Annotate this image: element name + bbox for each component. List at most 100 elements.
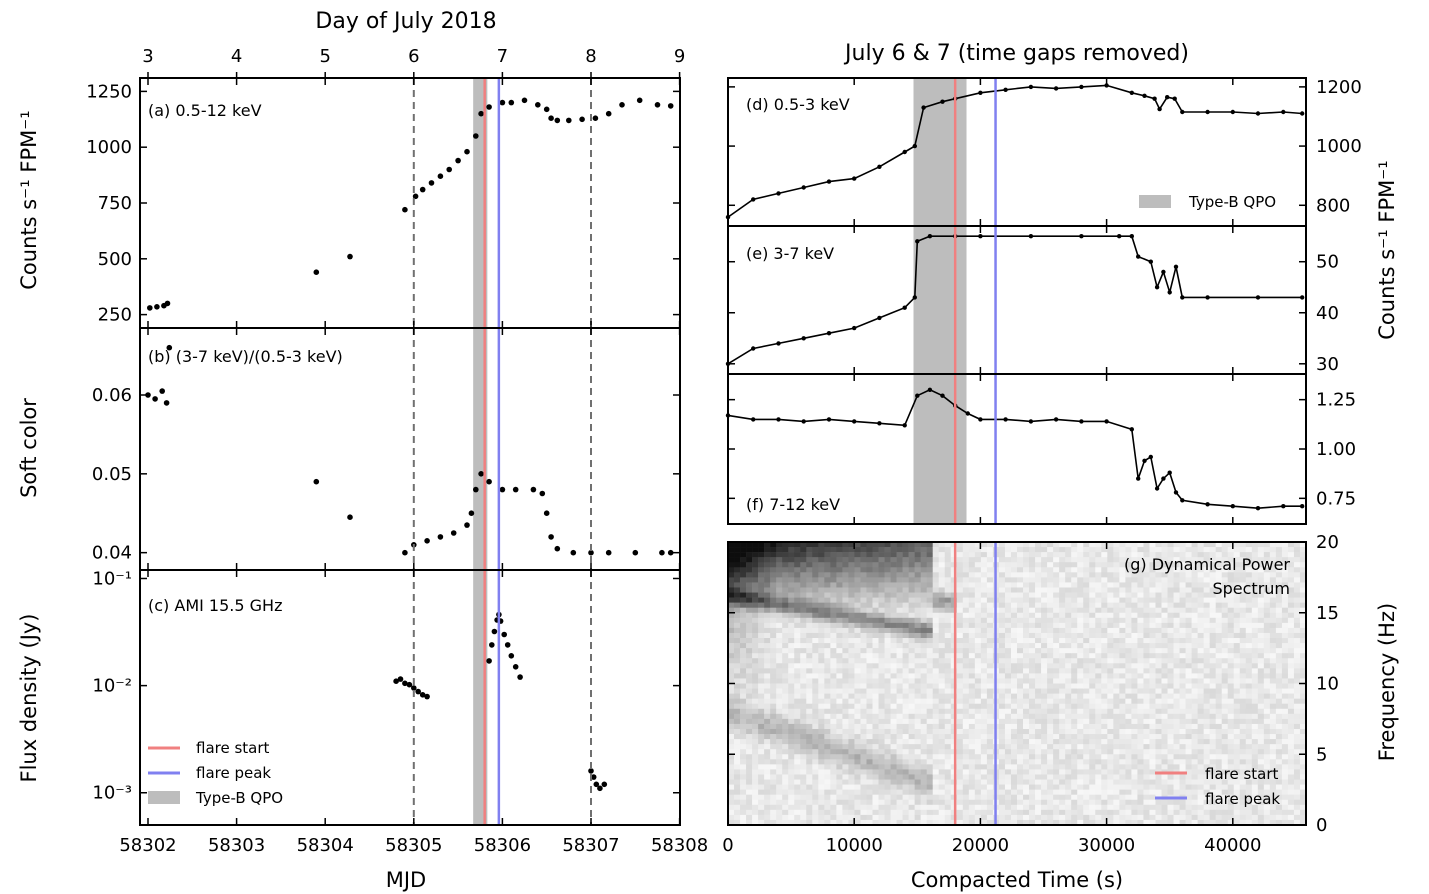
heatmap-cell bbox=[1143, 612, 1150, 619]
heatmap-cell bbox=[824, 557, 831, 563]
heatmap-cell bbox=[1107, 582, 1114, 588]
heatmap-cell bbox=[740, 734, 747, 740]
heatmap-cell bbox=[902, 567, 909, 573]
heatmap-cell bbox=[890, 582, 897, 588]
heatmap-cell bbox=[1209, 698, 1216, 705]
heatmap-cell bbox=[1101, 562, 1108, 568]
heatmap-cell bbox=[974, 713, 982, 720]
heatmap-cell bbox=[818, 814, 825, 821]
heatmap-cell bbox=[1029, 678, 1036, 684]
heatmap-cell bbox=[1113, 572, 1120, 578]
heatmap-cell bbox=[1257, 769, 1265, 775]
heatmap-cell bbox=[962, 673, 970, 679]
heatmap-cell bbox=[1131, 638, 1138, 644]
heatmap-cell bbox=[1227, 734, 1235, 740]
heatmap-cell bbox=[1041, 612, 1048, 619]
heatmap-cell bbox=[800, 552, 807, 558]
heatmap-cell bbox=[890, 648, 897, 654]
heatmap-cell bbox=[1149, 819, 1156, 826]
heatmap-cell bbox=[782, 688, 789, 694]
heatmap-cell bbox=[1023, 562, 1030, 568]
heatmap-cell bbox=[1065, 557, 1072, 563]
heatmap-cell bbox=[1239, 678, 1247, 684]
heatmap-cell bbox=[1023, 688, 1030, 694]
heatmap-cell bbox=[920, 718, 927, 725]
dynamical-power-spectrum-heatmap bbox=[728, 542, 1307, 826]
heatmap-cell bbox=[944, 673, 952, 679]
heatmap-cell bbox=[1041, 814, 1048, 821]
heatmap-cell bbox=[890, 744, 897, 750]
heatmap-cell bbox=[836, 754, 843, 760]
heatmap-cell bbox=[974, 582, 982, 588]
heatmap-cell bbox=[1004, 744, 1012, 750]
heatmap-cell bbox=[1203, 632, 1210, 639]
heatmap-cell bbox=[788, 643, 795, 649]
heatmap-cell bbox=[902, 683, 909, 689]
heatmap-cell bbox=[1047, 653, 1054, 659]
heatmap-cell bbox=[1035, 774, 1042, 780]
heatmap-cell bbox=[1257, 643, 1265, 649]
heatmap-cell bbox=[1041, 723, 1048, 730]
heatmap-cell bbox=[1179, 592, 1186, 598]
heatmap-cell bbox=[998, 739, 1006, 745]
heatmap-cell bbox=[1113, 804, 1120, 811]
heatmap-cell bbox=[1077, 754, 1084, 760]
heatmap-cell bbox=[770, 632, 777, 639]
heatmap-cell bbox=[866, 708, 873, 715]
heatmap-cell bbox=[980, 592, 988, 598]
heatmap-cell bbox=[1107, 547, 1114, 553]
heatmap-cell bbox=[908, 814, 915, 821]
heatmap-cell bbox=[740, 648, 747, 654]
heatmap-cell bbox=[806, 572, 813, 578]
heatmap-cell bbox=[1004, 592, 1012, 598]
heatmap-cell bbox=[1101, 567, 1108, 573]
heatmap-cell bbox=[890, 718, 897, 725]
heatmap-cell bbox=[728, 572, 735, 578]
heatmap-cell bbox=[752, 638, 759, 644]
heatmap-cell bbox=[896, 809, 903, 816]
heatmap-cell bbox=[974, 648, 982, 654]
heatmap-cell bbox=[1017, 708, 1024, 715]
heatmap-cell bbox=[824, 754, 831, 760]
heatmap-cell bbox=[794, 562, 801, 568]
heatmap-cell bbox=[764, 587, 771, 593]
heatmap-cell bbox=[1101, 744, 1108, 750]
heatmap-cell bbox=[866, 673, 873, 679]
heatmap-cell bbox=[1107, 708, 1114, 715]
heatmap-cell bbox=[860, 622, 867, 629]
heatmap-cell bbox=[1095, 582, 1102, 588]
heatmap-cell bbox=[734, 764, 741, 770]
heatmap-cell bbox=[1010, 774, 1018, 780]
heatmap-cell bbox=[932, 734, 940, 740]
heatmap-cell bbox=[740, 708, 747, 715]
heatmap-cell bbox=[770, 582, 777, 588]
heatmap-cell bbox=[1257, 567, 1265, 573]
heatmap-cell bbox=[1251, 643, 1259, 649]
heatmap-cell bbox=[1089, 643, 1096, 649]
heatmap-cell bbox=[800, 643, 807, 649]
heatmap-cell bbox=[980, 632, 988, 639]
heatmap-cell bbox=[848, 754, 855, 760]
heatmap-cell bbox=[794, 718, 801, 725]
heatmap-cell bbox=[1101, 663, 1108, 669]
heatmap-cell bbox=[1113, 557, 1120, 563]
heatmap-cell bbox=[752, 542, 759, 548]
heatmap-cell bbox=[1101, 713, 1108, 720]
heatmap-cell bbox=[1010, 638, 1018, 644]
heatmap-cell bbox=[890, 759, 897, 765]
heatmap-cell bbox=[776, 723, 783, 730]
heatmap-cell bbox=[800, 653, 807, 659]
heatmap-cell bbox=[1101, 612, 1108, 619]
heatmap-cell bbox=[836, 673, 843, 679]
heatmap-cell bbox=[956, 577, 964, 583]
heatmap-cell bbox=[974, 754, 982, 760]
heatmap-cell bbox=[836, 759, 843, 765]
heatmap-cell bbox=[1245, 587, 1253, 593]
heatmap-cell bbox=[1233, 804, 1241, 811]
heatmap-cell bbox=[902, 789, 909, 795]
heatmap-cell bbox=[860, 552, 867, 558]
heatmap-cell bbox=[1143, 552, 1150, 558]
heatmap-cell bbox=[1251, 734, 1259, 740]
heatmap-cell bbox=[1035, 668, 1042, 674]
heatmap-cell bbox=[1155, 557, 1162, 563]
